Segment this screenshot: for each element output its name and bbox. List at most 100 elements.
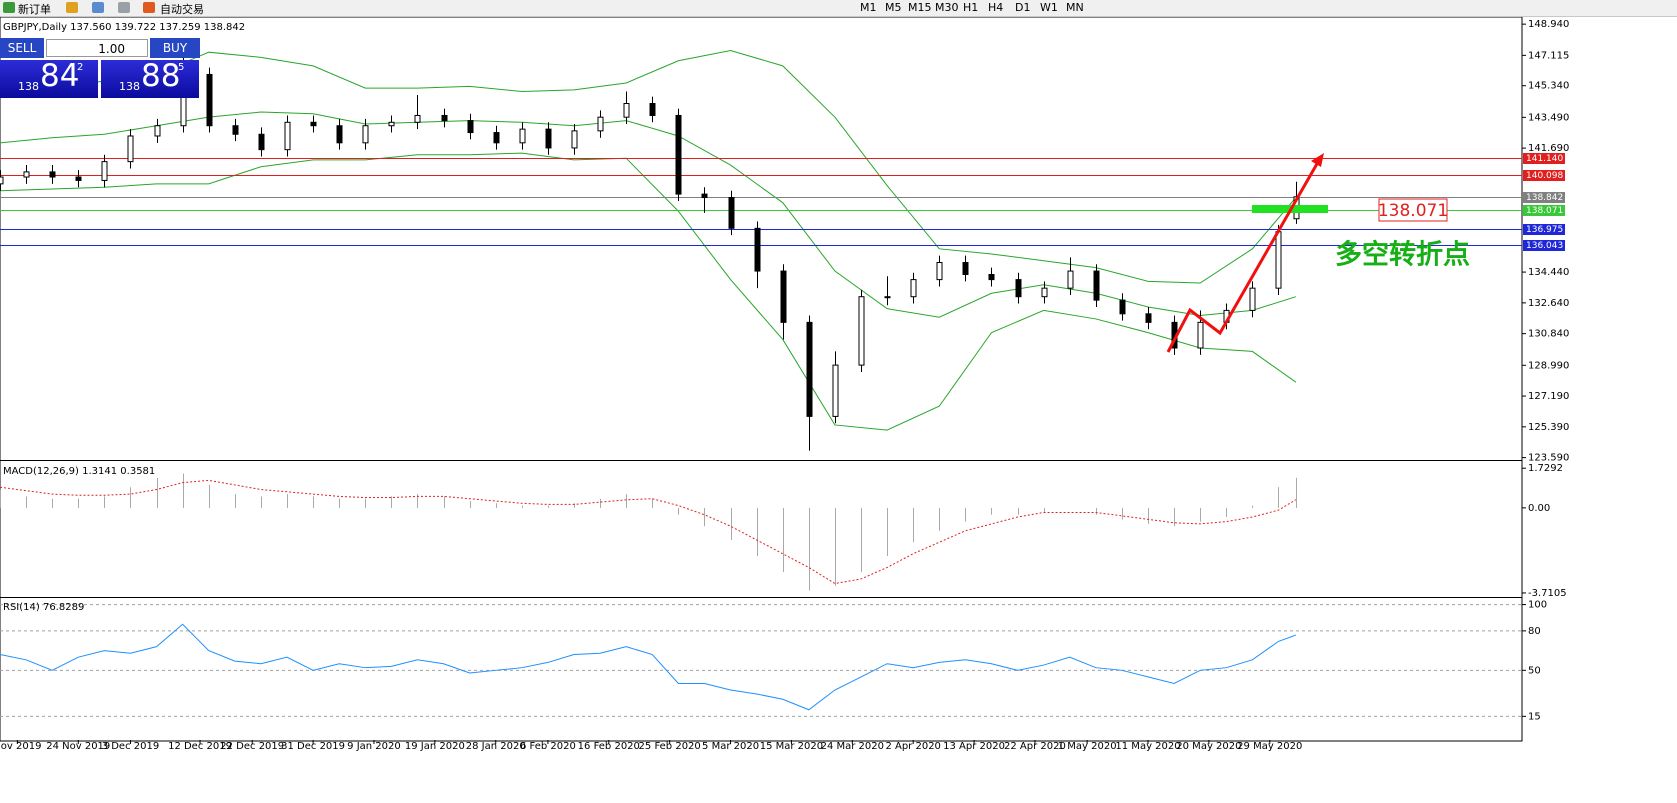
y-tick-label: 100: [1528, 600, 1547, 611]
buy-price[interactable]: 138 88 5: [101, 58, 199, 98]
period-button[interactable]: M30: [935, 1, 959, 14]
toolbar-button[interactable]: 新订单: [18, 3, 51, 16]
candle-body: [336, 125, 343, 144]
y-tick-label: 148.940: [1528, 19, 1569, 30]
y-tick-label: 134.440: [1528, 267, 1569, 278]
x-tick-label: 31 Dec 2019: [281, 741, 345, 752]
x-tick-label: 6 Feb 2020: [520, 741, 576, 752]
y-tick-label: 1.7292: [1528, 463, 1563, 474]
trade-panel: SELL 1.00 BUY 138 84 2 138 88 5: [0, 38, 200, 98]
level-box: [1523, 240, 1565, 251]
y-tick-label: -3.7105: [1528, 588, 1567, 599]
candle-body: [101, 161, 108, 181]
x-tick-label: 13 Apr 2020: [943, 741, 1005, 752]
candle-body: [754, 227, 761, 272]
y-tick-label: 145.340: [1528, 81, 1569, 92]
candle-body: [1119, 299, 1126, 315]
price-sup: 2: [77, 62, 84, 73]
candle-body: [597, 116, 604, 132]
plot-frame: [0, 16, 1523, 742]
panel-title: MACD(12,26,9) 1.3141 0.3581: [3, 466, 155, 477]
period-button[interactable]: H4: [988, 1, 1004, 14]
y-tick-label: 130.840: [1528, 329, 1569, 340]
sell-button[interactable]: SELL: [0, 38, 44, 58]
level-label: 136.043: [1526, 241, 1563, 251]
candle-body: [1197, 321, 1204, 349]
sell-price[interactable]: 138 84 2: [0, 58, 98, 98]
trend-arrow: [1166, 161, 1320, 353]
x-tick-label: 16 Feb 2020: [578, 741, 640, 752]
y-tick-label: 50: [1528, 665, 1541, 676]
candle-body: [362, 125, 369, 144]
x-tick-label: 24 Nov 2019: [46, 741, 110, 752]
candle-body: [1015, 279, 1022, 298]
level-box: [1523, 153, 1565, 164]
candle-body: [388, 121, 395, 127]
candle-body: [884, 296, 891, 299]
y-tick-label: 127.190: [1528, 391, 1569, 402]
arrow-head: [1311, 153, 1324, 167]
x-tick-label: 25 Feb 2020: [639, 741, 701, 752]
price-big: 138: [119, 80, 140, 93]
level-box: [1523, 192, 1565, 203]
level-box: [1523, 224, 1565, 235]
period-button[interactable]: H1: [963, 1, 979, 14]
y-tick-label: 0.00: [1528, 503, 1550, 514]
x-tick-label: 12 Dec 2019: [168, 741, 232, 752]
candle-body: [127, 135, 134, 163]
candle-body: [806, 321, 813, 417]
y-tick-label: 143.490: [1528, 112, 1569, 123]
period-button[interactable]: M1: [860, 1, 877, 14]
period-button[interactable]: W1: [1040, 1, 1058, 14]
price-big: 138: [18, 80, 39, 93]
panel-title: GBPJPY,Daily 137.560 139.722 137.259 138…: [3, 22, 245, 33]
icon: [66, 2, 78, 13]
candle-body: [675, 114, 682, 195]
candle-body: [75, 176, 82, 181]
candle-body: [571, 130, 578, 149]
icon: [3, 2, 15, 13]
price-main: 88: [141, 58, 181, 94]
buy-button[interactable]: BUY: [150, 38, 200, 58]
period-button[interactable]: M15: [908, 1, 932, 14]
candle-body: [701, 193, 708, 199]
candle-body: [154, 125, 161, 137]
icon: [118, 2, 130, 13]
price-main: 84: [40, 58, 80, 94]
candle-body: [441, 114, 448, 122]
icon: [92, 2, 104, 13]
toolbar-button[interactable]: 自动交易: [160, 3, 204, 16]
period-button[interactable]: D1: [1015, 1, 1031, 14]
level-label: 138.071: [1526, 206, 1563, 216]
x-tick-label: 1 May 2020: [1058, 741, 1117, 752]
x-tick-label: 15 Mar 2020: [760, 741, 823, 752]
candle-body: [0, 176, 4, 185]
period-button[interactable]: M5: [885, 1, 902, 14]
annotation-note: 多空转折点: [1335, 239, 1470, 271]
candle-body: [1249, 287, 1256, 311]
candle-body: [858, 296, 865, 366]
level-label: 140.098: [1526, 171, 1563, 181]
y-tick-label: 132.640: [1528, 298, 1569, 309]
candle-body: [623, 102, 630, 118]
candle-body: [1041, 287, 1048, 298]
x-tick-label: 22 Apr 2020: [1004, 741, 1066, 752]
rsi-line: [0, 623, 1297, 711]
x-tick-label: 9 Jan 2020: [347, 741, 401, 752]
lot-input[interactable]: 1.00: [46, 39, 148, 57]
x-tick-label: 5 Mar 2020: [702, 741, 759, 752]
candle-body: [910, 279, 917, 298]
candle-body: [988, 273, 995, 281]
panel-title: RSI(14) 76.8289: [3, 602, 84, 613]
candle-body: [206, 73, 213, 127]
candle-body: [49, 171, 56, 178]
candle-body: [232, 125, 239, 135]
level-box: [1523, 205, 1565, 216]
period-button[interactable]: MN: [1066, 1, 1084, 14]
candle-body: [962, 262, 969, 275]
y-tick-label: 147.115: [1528, 50, 1569, 61]
price-sup: 5: [178, 62, 185, 73]
plot-layer: 148.940 147.115 145.340 143.490 141.690 134.4…: [0, 19, 1569, 752]
toolbar: 新订单 自动交易 M1 M5 M15 M30 H1 H4 D1 W1 MN: [0, 0, 1677, 17]
